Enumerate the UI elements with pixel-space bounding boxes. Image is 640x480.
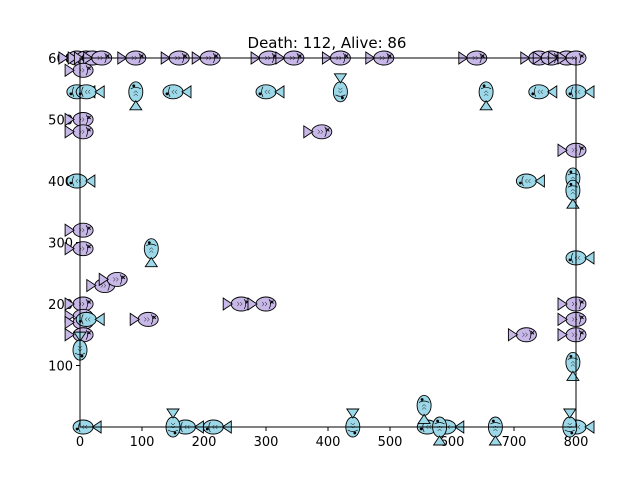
fish-alive-icon bbox=[66, 173, 96, 189]
fish-alive-icon bbox=[565, 351, 581, 381]
fish-alive-icon bbox=[478, 81, 494, 111]
fish-alive-icon bbox=[487, 416, 503, 446]
fish-dead-icon bbox=[64, 241, 94, 257]
fish-dead-icon bbox=[557, 296, 587, 312]
fish-dead-icon bbox=[64, 222, 94, 238]
x-axis: 0 100 200 300 400 500 600 700 800 bbox=[76, 427, 589, 450]
fish-alive-icon bbox=[255, 84, 285, 100]
chart-title: Death: 112, Alive: 86 bbox=[248, 34, 407, 52]
fish-dead-icon bbox=[98, 271, 128, 287]
fish-alive-icon bbox=[565, 250, 595, 266]
fish-alive-icon bbox=[128, 81, 144, 111]
fish-alive-icon bbox=[528, 84, 558, 100]
fish-dead-icon bbox=[247, 296, 277, 312]
fish-dead-icon bbox=[557, 142, 587, 158]
x-tick-label: 300 bbox=[254, 435, 279, 450]
x-tick-label: 800 bbox=[564, 435, 589, 450]
fish-dead-icon bbox=[222, 296, 252, 312]
x-tick-label: 700 bbox=[502, 435, 527, 450]
plot-marks bbox=[58, 50, 595, 446]
fish-alive-icon bbox=[416, 395, 432, 424]
fish-alive-icon bbox=[332, 73, 348, 103]
fish-dead-icon bbox=[129, 311, 159, 327]
fish-alive-icon bbox=[515, 173, 545, 189]
x-tick-label: 500 bbox=[378, 435, 403, 450]
fish-alive-icon bbox=[565, 84, 595, 100]
fish-alive-icon bbox=[345, 408, 361, 438]
fish-dead-icon bbox=[303, 124, 333, 140]
x-tick-label: 600 bbox=[440, 435, 465, 450]
x-tick-label: 200 bbox=[192, 435, 217, 450]
fish-alive-icon bbox=[562, 408, 578, 438]
x-tick-label: 400 bbox=[316, 435, 341, 450]
fish-dead-icon bbox=[557, 327, 587, 343]
plot-frame bbox=[79, 57, 577, 428]
fish-dead-icon bbox=[507, 327, 537, 343]
x-tick-label: 100 bbox=[130, 435, 155, 450]
fish-dead-icon bbox=[557, 311, 587, 327]
y-tick-label: 100 bbox=[48, 360, 73, 375]
fish-dead-icon bbox=[64, 296, 94, 312]
fish-alive-icon bbox=[165, 408, 181, 438]
y-tick-label: 400 bbox=[48, 175, 73, 190]
fish-dead-icon bbox=[64, 62, 94, 78]
fish-alive-icon bbox=[75, 84, 105, 100]
fish-alive-icon bbox=[75, 311, 105, 327]
fish-alive-icon bbox=[143, 238, 159, 268]
x-tick-label: 0 bbox=[76, 435, 84, 450]
fish-alive-icon bbox=[162, 84, 192, 100]
fish-alive-icon bbox=[565, 179, 581, 209]
